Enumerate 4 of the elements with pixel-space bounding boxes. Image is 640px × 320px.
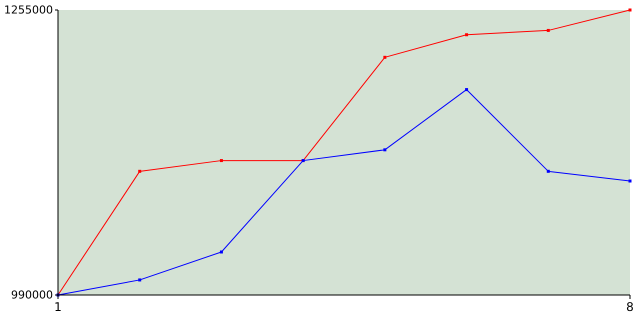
- x-tick-label: 1: [54, 300, 62, 314]
- y-tick-label: 990000: [11, 288, 53, 302]
- y-tick-label: 1255000: [4, 4, 53, 16]
- x-tick-label: 8: [626, 300, 634, 314]
